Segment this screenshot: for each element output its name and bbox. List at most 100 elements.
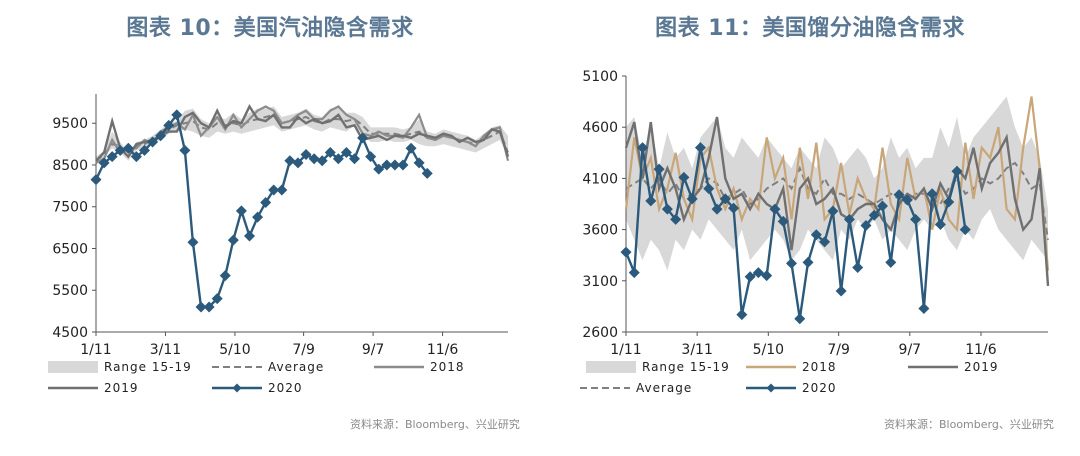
series-2020-point — [959, 224, 971, 236]
y-tick-label: 5100 — [582, 69, 618, 85]
series-2020-point — [744, 271, 756, 283]
series-2020-point — [227, 234, 239, 246]
x-tick-label: 7/9 — [292, 342, 315, 358]
series-2020-point — [389, 159, 401, 171]
series-2020-point — [827, 205, 839, 217]
series-2020-point — [284, 155, 296, 167]
series-2020-point — [637, 142, 649, 154]
series-2020-point — [794, 313, 806, 325]
series-2020-point — [893, 189, 905, 201]
series-2020-point — [252, 211, 264, 223]
series-2020-point — [777, 215, 789, 227]
legend-swatch-2020-marker — [766, 383, 776, 393]
series-2020-point — [300, 149, 312, 161]
chart-panel-distillate: 图表 11：美国馏分油隐含需求 2600 3100 3600 4100 4600 5100… — [540, 0, 1080, 456]
legend-swatch-2020-marker — [232, 383, 242, 393]
series-2020-point — [711, 203, 723, 215]
series-2020-point — [951, 165, 963, 177]
series-2020-point — [138, 144, 150, 156]
series-2020-point — [397, 159, 409, 171]
series-2019-line — [95, 104, 510, 162]
legend-label-s2019: 2019 — [964, 360, 999, 374]
series-2020-point — [413, 157, 425, 169]
series-2020-point — [835, 285, 847, 297]
legend-label-s2020: 2020 — [268, 381, 303, 395]
x-tick-label: 11/6 — [427, 342, 459, 358]
series-2020-point — [357, 132, 369, 144]
series-2020-point — [155, 130, 167, 142]
series-2020-point — [810, 229, 822, 241]
series-2020-point — [752, 267, 764, 279]
y-tick-label: 3100 — [582, 274, 618, 290]
distillate-chart-svg: 2600 3100 3600 4100 4600 5100 1/11 3/11 5/10 7/9 9… — [580, 69, 1050, 395]
series-2020-point — [365, 151, 377, 163]
series-2020-point — [843, 213, 855, 225]
series-2020-point — [268, 184, 280, 196]
series-2020-point — [195, 301, 207, 313]
series-2020-point — [802, 256, 814, 268]
series-2019-line — [624, 116, 1050, 286]
x-tick-label: 9/7 — [899, 342, 922, 358]
series-2020-point — [910, 213, 922, 225]
series-2020-point — [761, 270, 773, 282]
series-2020-point — [308, 153, 320, 165]
x-tick-label: 9/7 — [362, 342, 385, 358]
series-2020-point — [785, 257, 797, 269]
series-2020-point — [243, 230, 255, 242]
series-2020-point — [860, 220, 872, 232]
series-2020-point — [877, 200, 889, 212]
series-2020-point — [292, 157, 304, 169]
series-2020-point — [943, 196, 955, 208]
x-tick-label: 11/6 — [965, 342, 997, 358]
series-2020-point — [769, 203, 781, 215]
series-2020-point — [235, 205, 247, 217]
series-2020-point — [901, 194, 913, 206]
x-tick-label: 3/11 — [150, 342, 181, 358]
series-2020-point — [703, 183, 715, 195]
series-2020-point — [179, 144, 191, 156]
x-tick-label: 3/11 — [681, 342, 712, 358]
legend-label-average: Average — [636, 381, 692, 395]
legend-label-average: Average — [268, 360, 324, 374]
series-2020-point — [661, 203, 673, 215]
series-2020-point — [98, 157, 110, 169]
legend-label-s2018: 2018 — [802, 360, 837, 374]
series-2020-point — [918, 302, 930, 314]
series-2020-point — [324, 146, 336, 158]
series-2020-point — [340, 146, 352, 158]
series-2020-point — [819, 236, 831, 248]
series-2020-point — [106, 151, 118, 163]
legend-swatch-range — [48, 361, 98, 373]
series-2020-point — [934, 218, 946, 230]
chart-title: 图表 10：美国汽油隐含需求 — [126, 16, 414, 41]
x-tick-label: 5/10 — [219, 342, 250, 358]
series-2020-point — [171, 109, 183, 121]
series-2020-point — [122, 142, 134, 154]
chart-title: 图表 11：美国馏分油隐含需求 — [655, 16, 965, 41]
legend-label-s2019: 2019 — [104, 381, 139, 395]
series-2020-point — [421, 167, 433, 179]
y-tick-label: 6500 — [52, 241, 88, 257]
legend-label-s2020: 2020 — [802, 381, 837, 395]
legend-label-range: Range 15-19 — [104, 360, 192, 374]
series-2020-point — [203, 301, 215, 313]
series-2020-point — [114, 144, 126, 156]
series-2020-point — [653, 163, 665, 175]
y-tick-label: 5500 — [52, 283, 88, 299]
series-2020-point — [130, 151, 142, 163]
y-tick-label: 7500 — [52, 200, 88, 216]
series-2020-point — [211, 293, 223, 305]
series-2020-point — [373, 163, 385, 175]
series-2020-point — [628, 267, 640, 279]
series-2020-point — [381, 159, 393, 171]
y-tick-label: 4600 — [582, 120, 618, 136]
legend-label-range: Range 15-19 — [642, 360, 730, 374]
y-tick-label: 3600 — [582, 223, 618, 239]
x-tick-label: 5/10 — [753, 342, 784, 358]
y-tick-label: 2600 — [582, 325, 618, 341]
source-note: 资料来源：Bloomberg、兴业研究 — [884, 418, 1054, 431]
y-tick-label: 9500 — [52, 116, 88, 132]
legend-swatch-range — [586, 361, 636, 373]
series-2020-point — [868, 209, 880, 221]
series-2020-point — [187, 236, 199, 248]
